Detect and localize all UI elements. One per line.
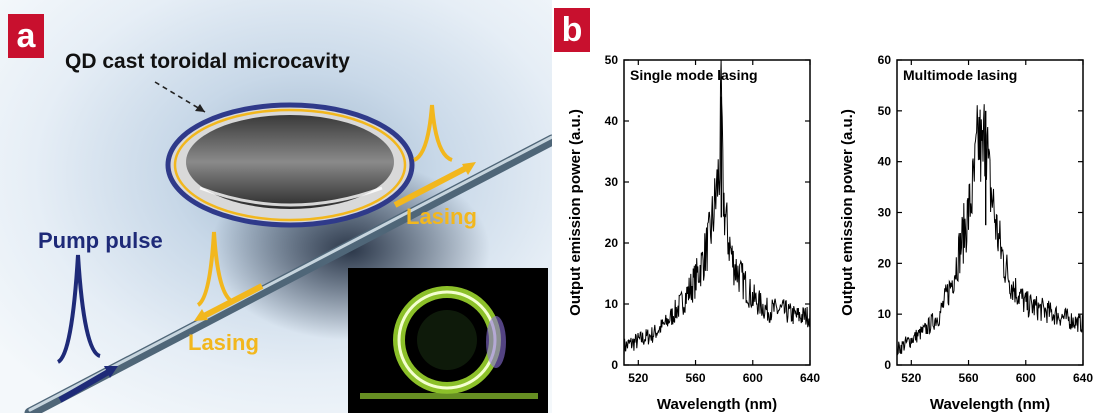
pointer-arrow [154,81,206,113]
pump-arrow [58,368,112,403]
lasing-label-left: Lasing [188,330,259,355]
y-tick-label: 40 [878,155,892,169]
pump-label: Pump pulse [38,228,163,253]
y-tick-label: 20 [605,236,619,250]
chart-title: Single mode lasing [630,67,758,83]
y-tick-label: 50 [878,104,892,118]
lasing-pulse-left [196,231,235,307]
inset-photo [348,268,548,413]
y-tick-label: 30 [878,206,892,220]
y-axis-label: Output emission power (a.u.) [567,109,584,316]
x-tick-label: 520 [901,371,921,385]
toroid-disk [186,115,394,209]
x-tick-label: 600 [1016,371,1036,385]
lasing-arrow-right [393,163,472,208]
lasing-arrowhead-right [462,162,476,175]
chart-title: Multimode lasing [903,67,1017,83]
panel-a: QD cast toroidal microcavity Pump pulse … [0,0,558,418]
x-tick-label: 600 [743,371,763,385]
panel-a-badge: a [8,14,44,58]
x-tick-label: 640 [1073,371,1093,385]
pump-arrowhead [104,366,118,378]
y-tick-label: 60 [878,53,892,67]
panel-b: b 0 10 20 30 40 50 520 560 600 640 Single mode las… [552,0,1097,413]
x-tick-label: 560 [959,371,979,385]
y-tick-label: 10 [878,307,892,321]
x-axis-label: Wavelength (nm) [930,396,1050,413]
y-tick-label: 0 [884,358,891,372]
toroid-lasing-ring [173,108,407,222]
x-tick-label: 520 [628,371,648,385]
taper-fiber-highlight [28,135,554,412]
panel-b-badge: b [554,8,590,52]
lasing-pulse-right [413,104,453,162]
cavity-title: QD cast toroidal microcavity [65,50,350,73]
y-tick-label: 30 [605,175,619,189]
y-tick-label: 0 [611,358,618,372]
panel-a-illustration: QD cast toroidal microcavity Pump pulse … [0,0,558,418]
spectrum-series-1 [896,104,1084,356]
spectrum-series-1 [623,59,811,356]
lasing-arrowhead-left [194,309,208,321]
x-tick-label: 560 [686,371,706,385]
chart-1: 0 10 20 30 40 50 520 560 600 640 Single mode lasin… [567,53,820,413]
y-tick-label: 50 [605,53,619,67]
chart-2: 0 10 20 30 40 50 60 520 560 600 640 Multimode lasin… [839,53,1093,413]
plot-frame [623,59,811,366]
pump-pulse-shape [56,254,101,364]
y-axis-label: Output emission power (a.u.) [839,109,856,316]
pointer-arrowhead [195,104,205,112]
x-tick-label: 640 [800,371,820,385]
y-tick-label: 10 [605,297,619,311]
y-tick-label: 20 [878,256,892,270]
lasing-label-right: Lasing [406,204,477,229]
toroid-highlight [199,186,383,207]
x-axis-label: Wavelength (nm) [657,396,777,413]
y-tick-label: 40 [605,114,619,128]
